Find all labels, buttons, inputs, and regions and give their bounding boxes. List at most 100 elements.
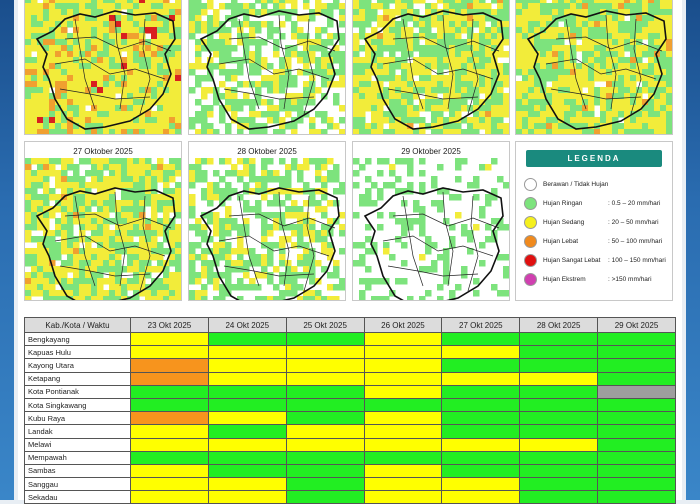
forecast-cell	[130, 411, 209, 426]
legend-swatch	[524, 178, 537, 191]
forecast-cell	[363, 331, 443, 347]
forecast-cell	[597, 424, 676, 439]
column-header-date: 26 Okt 2025	[363, 317, 443, 333]
region-name: Sanggau	[24, 477, 131, 492]
forecast-cell	[285, 450, 365, 465]
forecast-cell	[130, 397, 209, 413]
forecast-cell	[285, 345, 365, 360]
legend-range: : 0.5 – 20 mm/hari	[608, 200, 661, 207]
forecast-cell	[207, 331, 287, 347]
forecast-cell	[130, 450, 209, 465]
forecast-cell	[519, 384, 599, 399]
legend-label: Hujan Sedang	[543, 219, 585, 226]
forecast-cell	[597, 463, 676, 479]
forecast-cell	[285, 397, 365, 413]
forecast-cell	[207, 384, 287, 399]
forecast-cell	[207, 397, 287, 413]
forecast-cell	[363, 477, 443, 492]
forecast-cell	[130, 371, 209, 386]
region-name: Melawi	[24, 437, 131, 452]
rain-map-day-3	[352, 0, 510, 135]
column-header-date: 25 Okt 2025	[285, 317, 365, 333]
legend-swatch	[524, 235, 537, 248]
forecast-cell	[441, 371, 521, 386]
forecast-cell	[597, 490, 676, 504]
forecast-cell	[597, 345, 676, 360]
forecast-cell	[441, 384, 521, 399]
forecast-cell	[207, 450, 287, 465]
forecast-cell	[519, 397, 599, 413]
forecast-cell	[130, 424, 209, 439]
rain-map-graphic	[516, 0, 672, 134]
forecast-cell	[130, 463, 209, 479]
forecast-cell	[130, 477, 209, 492]
forecast-cell	[519, 411, 599, 426]
column-header-region: Kab./Kota / Waktu	[24, 317, 131, 333]
forecast-cell	[597, 384, 676, 399]
forecast-cell	[363, 345, 443, 360]
rain-map-day-1	[24, 0, 182, 135]
forecast-cell	[441, 397, 521, 413]
forecast-cell	[207, 424, 287, 439]
legend-swatch	[524, 197, 537, 210]
forecast-cell	[285, 477, 365, 492]
region-name: Sambas	[24, 463, 131, 479]
forecast-cell	[597, 397, 676, 413]
forecast-cell	[285, 411, 365, 426]
forecast-cell	[363, 371, 443, 386]
forecast-cell	[363, 490, 443, 504]
forecast-cell	[519, 358, 599, 373]
forecast-cell	[597, 358, 676, 373]
legend-swatch	[524, 216, 537, 229]
forecast-cell	[597, 411, 676, 426]
region-name: Sekadau	[24, 490, 131, 504]
forecast-cell	[363, 463, 443, 479]
forecast-cell	[441, 345, 521, 360]
region-name: Landak	[24, 424, 131, 439]
forecast-cell	[130, 384, 209, 399]
rain-map-29-oktober: 29 Oktober 2025	[352, 141, 510, 301]
rain-map-graphic	[353, 0, 509, 134]
forecast-cell	[207, 345, 287, 360]
forecast-cell	[363, 450, 443, 465]
forecast-cell	[285, 384, 365, 399]
table-row: Kayong Utara	[24, 358, 676, 373]
table-row: Mempawah	[24, 450, 676, 465]
legend-swatch	[524, 273, 537, 286]
forecast-cell	[519, 424, 599, 439]
map-date-title: 28 Oktober 2025	[237, 147, 297, 156]
table-row: Kota Singkawang	[24, 397, 676, 413]
forecast-cell	[519, 450, 599, 465]
forecast-cell	[207, 411, 287, 426]
legend-range: : 50 – 100 mm/hari	[608, 238, 663, 245]
forecast-cell	[363, 384, 443, 399]
legend-title: LEGENDA	[526, 150, 662, 167]
table-row: Melawi	[24, 437, 676, 452]
rain-map-day-4	[515, 0, 673, 135]
legend-label: Hujan Sangat Lebat	[543, 257, 601, 264]
forecast-cell	[519, 371, 599, 386]
forecast-cell	[441, 411, 521, 426]
table-row: Sanggau	[24, 477, 676, 492]
rain-map-27-oktober: 27 Oktober 2025	[24, 141, 182, 301]
forecast-cell	[130, 331, 209, 347]
region-name: Kayong Utara	[24, 358, 131, 373]
forecast-cell	[441, 358, 521, 373]
forecast-cell	[519, 345, 599, 360]
region-name: Bengkayang	[24, 331, 131, 347]
forecast-cell	[285, 463, 365, 479]
forecast-cell	[207, 477, 287, 492]
forecast-cell	[207, 437, 287, 452]
forecast-cell	[363, 358, 443, 373]
forecast-cell	[207, 463, 287, 479]
forecast-cell	[597, 331, 676, 347]
forecast-cell	[441, 490, 521, 504]
rain-map-graphic	[353, 158, 509, 300]
column-header-date: 23 Okt 2025	[130, 317, 209, 333]
table-row: Ketapang	[24, 371, 676, 386]
table-row: Kubu Raya	[24, 411, 676, 426]
forecast-cell	[363, 397, 443, 413]
forecast-table: Kab./Kota / Waktu 23 Okt 2025 24 Okt 2025 2…	[24, 317, 676, 504]
forecast-cell	[519, 463, 599, 479]
forecast-cell	[519, 490, 599, 504]
